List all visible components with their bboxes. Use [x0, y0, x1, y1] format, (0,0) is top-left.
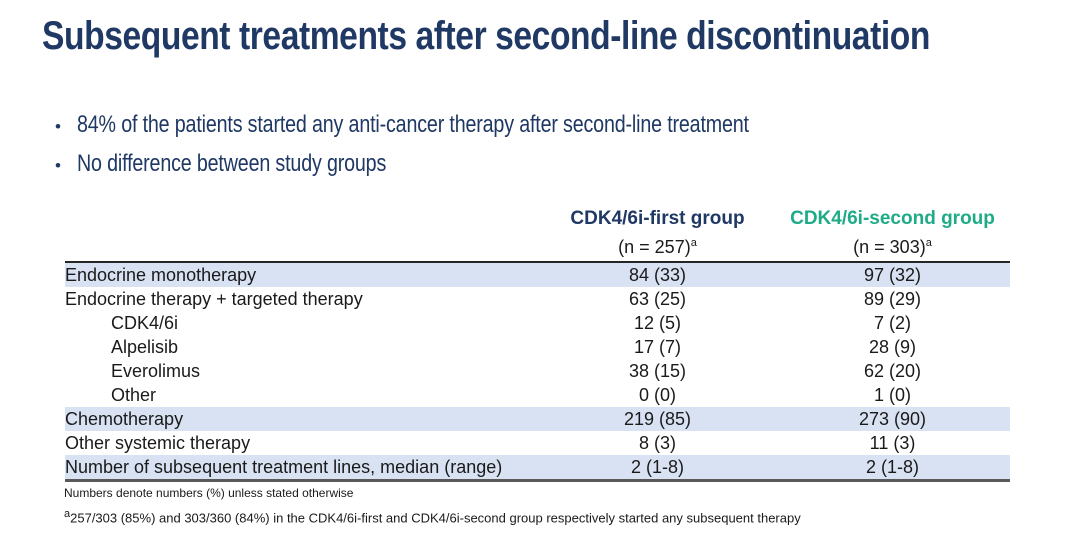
- col-header-cdk-second: CDK4/6i-second group: [790, 208, 995, 229]
- row-label: CDK4/6i: [111, 312, 179, 333]
- footnote-units: Numbers denote numbers (%) unless stated…: [64, 486, 354, 500]
- footnote-subsequent-therapy: a257/303 (85%) and 303/360 (84%) in the …: [64, 508, 801, 525]
- table-row: Alpelisib 17 (7) 28 (9): [65, 335, 1010, 359]
- cell-value: 7 (2): [873, 312, 911, 333]
- row-label: Chemotherapy: [65, 408, 184, 429]
- cell-value: 63 (25): [628, 288, 687, 309]
- cell-value: 62 (20): [863, 360, 922, 381]
- footnote-superscript-a: a: [64, 508, 71, 520]
- col-header-cdk-first: CDK4/6i-first group: [570, 208, 745, 229]
- cell-value: 84 (33): [628, 264, 687, 285]
- footnote-superscript-a: a: [690, 236, 697, 249]
- cell-value: 1 (0): [873, 384, 911, 405]
- footnote-text: 257/303 (85%) and 303/360 (84%) in the C…: [70, 510, 801, 526]
- cell-value: 28 (9): [868, 336, 917, 357]
- cell-value: 11 (3): [869, 432, 916, 453]
- row-label: Other: [111, 384, 157, 405]
- table-n-row: (n = 257)a (n = 303)a: [65, 233, 1010, 263]
- table-header-row: CDK4/6i-first group CDK4/6i-second group: [65, 205, 1010, 233]
- table-row: Endocrine monotherapy 84 (33) 97 (32): [65, 262, 1010, 287]
- cell-value: 0 (0): [638, 384, 676, 405]
- header-spacer: [65, 205, 540, 233]
- bullet-marker: •: [55, 156, 61, 175]
- row-label: Endocrine monotherapy: [65, 264, 257, 285]
- n-value: (n = 257): [618, 236, 691, 257]
- table-row: Everolimus 38 (15) 62 (20): [65, 359, 1010, 383]
- treatments-table-wrap: CDK4/6i-first group CDK4/6i-second group…: [65, 205, 1010, 482]
- row-label: Other systemic therapy: [65, 432, 251, 453]
- cell-value: 97 (32): [863, 264, 922, 285]
- bullet-text: 84% of the patients started any anti-can…: [77, 111, 749, 138]
- header-spacer: [65, 233, 540, 263]
- cell-value: 2 (1-8): [540, 455, 775, 482]
- cell-value: 273 (90): [858, 408, 927, 429]
- table-row: Other 0 (0) 1 (0): [65, 383, 1010, 407]
- bullet-item: • No difference between study groups: [55, 145, 896, 184]
- table-row: Number of subsequent treatment lines, me…: [65, 455, 1010, 482]
- row-label: Alpelisib: [111, 336, 179, 357]
- bullet-marker: •: [55, 117, 61, 136]
- row-label: Number of subsequent treatment lines, me…: [65, 455, 540, 482]
- cell-value: 12 (5): [633, 312, 682, 333]
- col-n-second: (n = 303)a: [775, 233, 1010, 263]
- slide-title: Subsequent treatments after second-line …: [42, 14, 930, 58]
- table-row: CDK4/6i 12 (5) 7 (2): [65, 311, 1010, 335]
- table-row: Endocrine therapy + targeted therapy 63 …: [65, 287, 1010, 311]
- cell-value: 38 (15): [628, 360, 687, 381]
- treatments-table: CDK4/6i-first group CDK4/6i-second group…: [65, 205, 1010, 482]
- bullet-text: No difference between study groups: [77, 150, 387, 177]
- bullet-list: • 84% of the patients started any anti-c…: [55, 106, 896, 184]
- row-label: Everolimus: [111, 360, 201, 381]
- cell-value: 89 (29): [863, 288, 922, 309]
- cell-value: 219 (85): [623, 408, 692, 429]
- footnote-superscript-a: a: [925, 236, 932, 249]
- row-label: Endocrine therapy + targeted therapy: [65, 288, 363, 309]
- bullet-item: • 84% of the patients started any anti-c…: [55, 106, 896, 145]
- n-value: (n = 303): [853, 236, 926, 257]
- cell-value: 8 (3): [638, 432, 676, 453]
- cell-value: 17 (7): [633, 336, 682, 357]
- col-n-first: (n = 257)a: [540, 233, 775, 263]
- table-row: Other systemic therapy 8 (3) 11 (3): [65, 431, 1010, 455]
- table-row: Chemotherapy 219 (85) 273 (90): [65, 407, 1010, 431]
- cell-value: 2 (1-8): [775, 455, 1010, 482]
